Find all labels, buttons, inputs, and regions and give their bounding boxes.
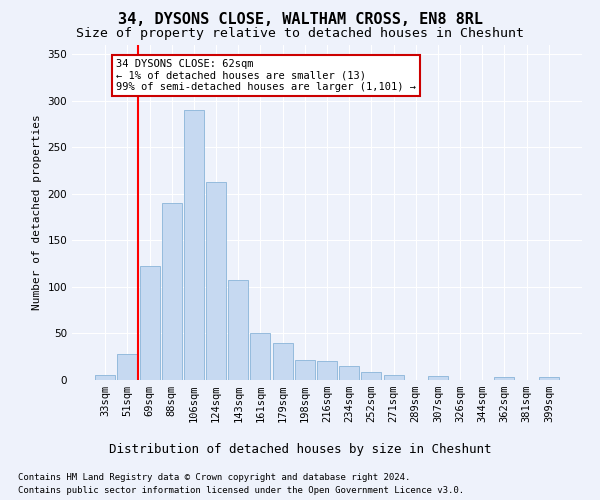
Bar <box>361 372 382 380</box>
Text: 34, DYSONS CLOSE, WALTHAM CROSS, EN8 8RL: 34, DYSONS CLOSE, WALTHAM CROSS, EN8 8RL <box>118 12 482 28</box>
Text: Contains public sector information licensed under the Open Government Licence v3: Contains public sector information licen… <box>18 486 464 495</box>
Bar <box>339 366 359 380</box>
Text: Size of property relative to detached houses in Cheshunt: Size of property relative to detached ho… <box>76 28 524 40</box>
Bar <box>95 376 115 380</box>
Bar <box>118 354 137 380</box>
Text: 34 DYSONS CLOSE: 62sqm
← 1% of detached houses are smaller (13)
99% of semi-deta: 34 DYSONS CLOSE: 62sqm ← 1% of detached … <box>116 59 416 92</box>
Bar <box>184 110 204 380</box>
Bar <box>494 377 514 380</box>
Bar <box>272 343 293 380</box>
Bar <box>317 362 337 380</box>
Bar <box>428 376 448 380</box>
Bar <box>295 360 315 380</box>
Bar <box>162 203 182 380</box>
Text: Contains HM Land Registry data © Crown copyright and database right 2024.: Contains HM Land Registry data © Crown c… <box>18 472 410 482</box>
Text: Distribution of detached houses by size in Cheshunt: Distribution of detached houses by size … <box>109 442 491 456</box>
Bar <box>539 377 559 380</box>
Bar <box>383 376 404 380</box>
Bar <box>228 280 248 380</box>
Bar <box>250 334 271 380</box>
Y-axis label: Number of detached properties: Number of detached properties <box>32 114 42 310</box>
Bar <box>206 182 226 380</box>
Bar <box>140 266 160 380</box>
